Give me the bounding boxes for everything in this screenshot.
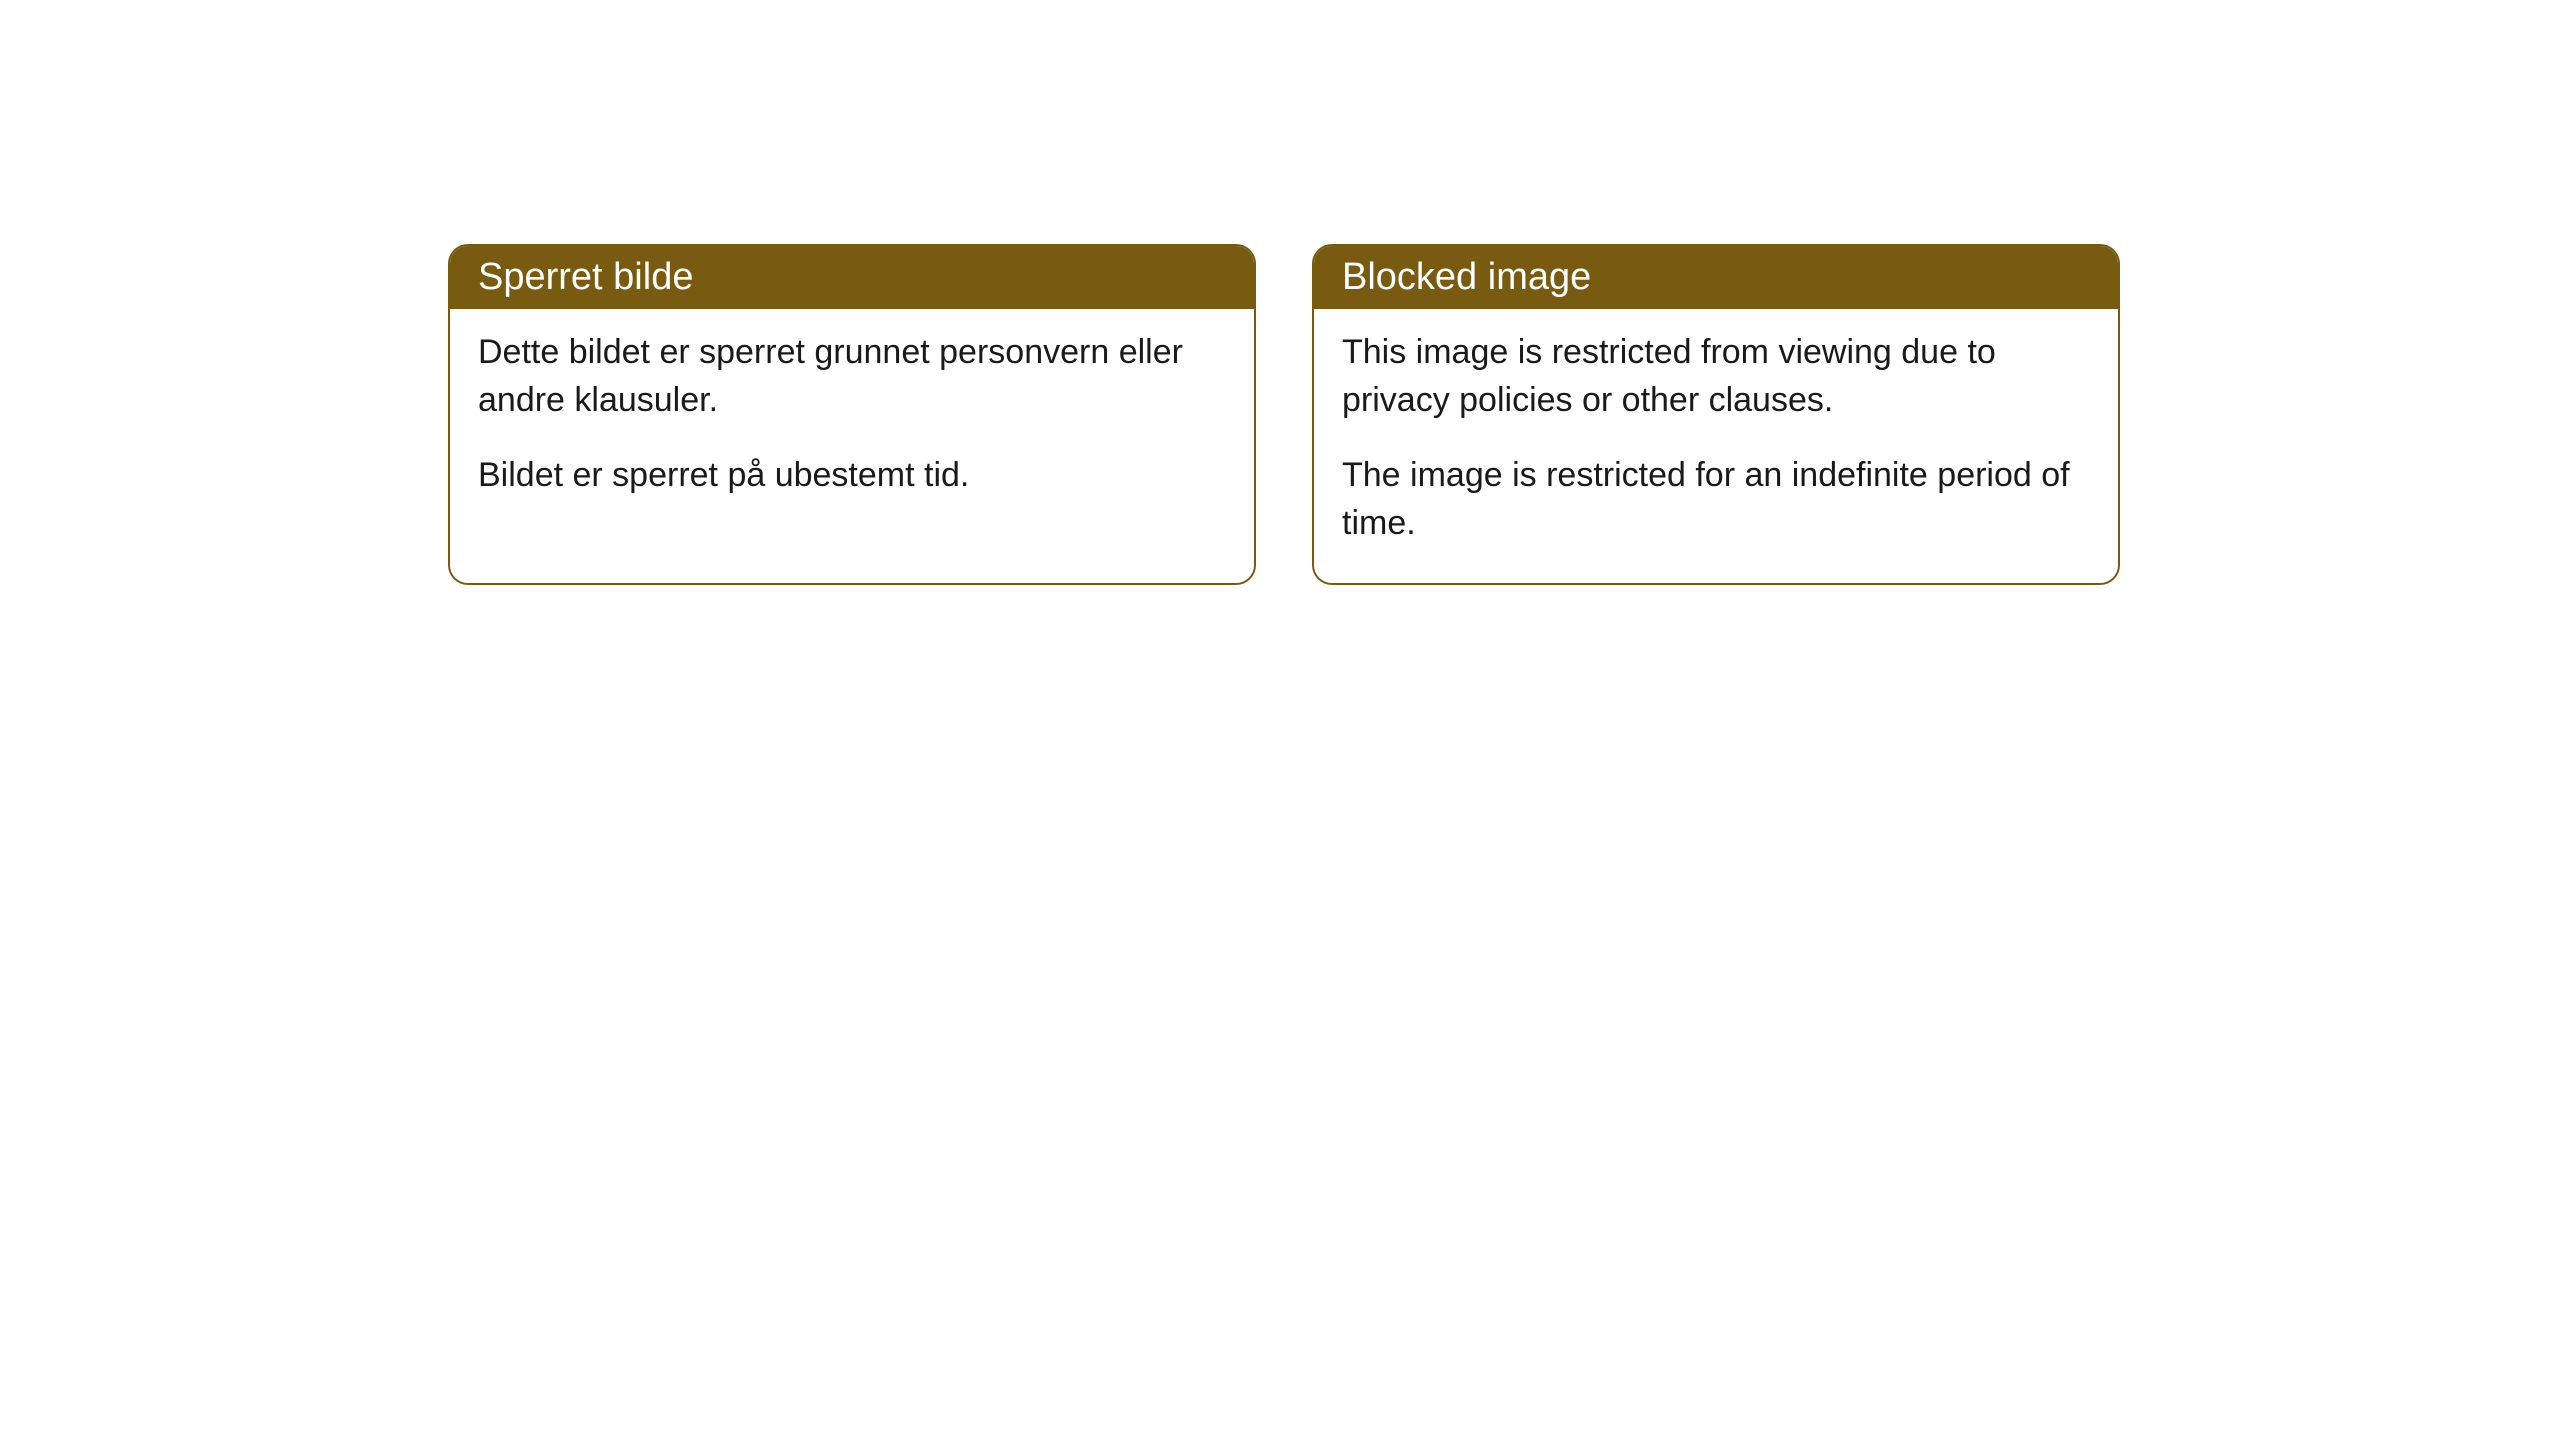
- card-paragraph: This image is restricted from viewing du…: [1342, 329, 2090, 424]
- card-body: Dette bildet er sperret grunnet personve…: [450, 309, 1254, 536]
- card-header: Blocked image: [1314, 246, 2118, 309]
- card-paragraph: Dette bildet er sperret grunnet personve…: [478, 329, 1226, 424]
- card-body: This image is restricted from viewing du…: [1314, 309, 2118, 583]
- notice-card-english: Blocked image This image is restricted f…: [1312, 244, 2120, 585]
- card-title: Blocked image: [1342, 256, 1591, 298]
- card-title: Sperret bilde: [478, 256, 693, 298]
- card-header: Sperret bilde: [450, 246, 1254, 309]
- card-paragraph: Bildet er sperret på ubestemt tid.: [478, 452, 1226, 500]
- notice-card-norwegian: Sperret bilde Dette bildet er sperret gr…: [448, 244, 1256, 585]
- card-paragraph: The image is restricted for an indefinit…: [1342, 452, 2090, 547]
- notice-cards-container: Sperret bilde Dette bildet er sperret gr…: [448, 244, 2120, 585]
